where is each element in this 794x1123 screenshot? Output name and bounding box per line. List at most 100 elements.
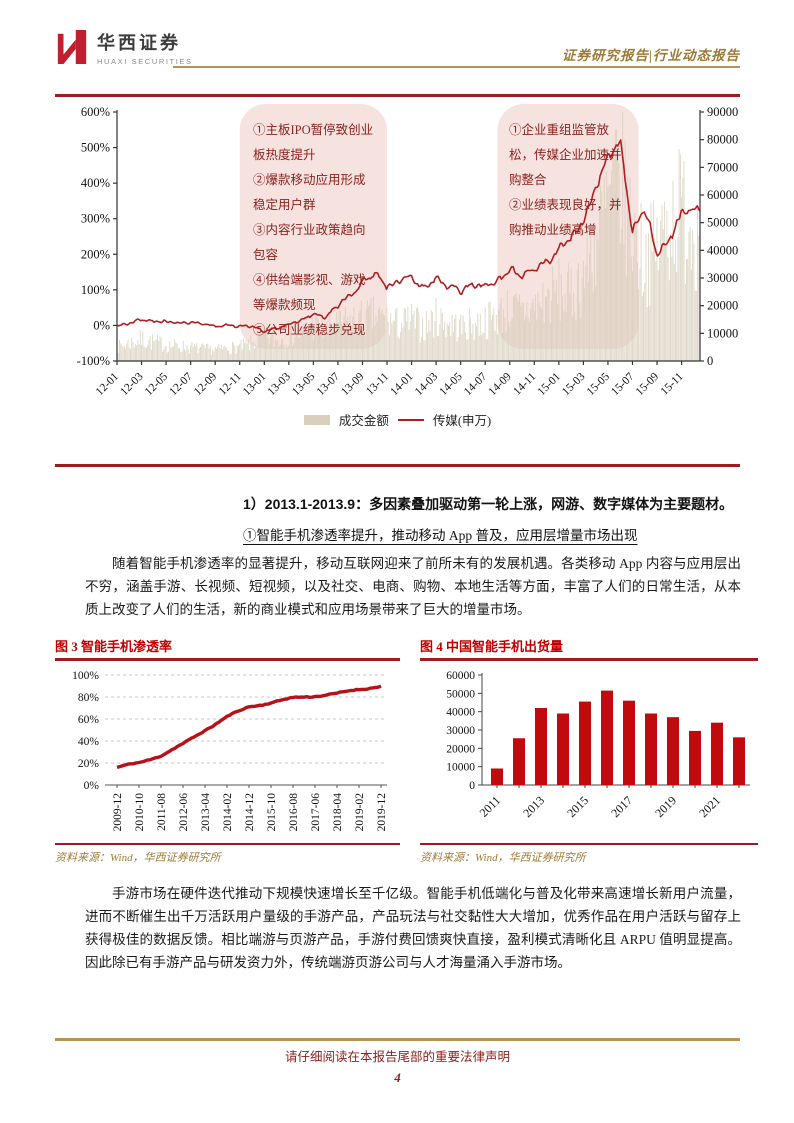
- annotation-item: ③内容行业政策趋向包容: [253, 223, 366, 262]
- huaxi-logo: 华西证券 HUAXI SECURITIES: [55, 28, 193, 66]
- svg-text:12-03: 12-03: [118, 370, 146, 398]
- figure-4-bottom-rule: [420, 842, 758, 845]
- svg-text:100%: 100%: [72, 670, 99, 682]
- annotation-item: ②业绩表现良好，并购推动业绩高增: [509, 198, 622, 237]
- svg-text:15-11: 15-11: [659, 370, 686, 397]
- paragraph-2: 手游市场在硬件迭代推动下规模快速增长至千亿级。智能手机低端化与普及化带来高速增长…: [85, 886, 741, 970]
- svg-text:0%: 0%: [84, 780, 100, 792]
- figure-3-source: 资料来源：Wind，华西证券研究所: [55, 852, 221, 864]
- media-index-chart: 600% 500% 400% 300% 200% 100% 0% -100% 90000 8000…: [77, 104, 738, 398]
- annotation-item: ⑤公司业绩稳步兑现: [253, 323, 366, 337]
- svg-text:0%: 0%: [93, 318, 110, 332]
- svg-text:2012-06: 2012-06: [178, 792, 190, 831]
- svg-text:-100%: -100%: [77, 354, 110, 368]
- svg-text:14-03: 14-03: [413, 370, 441, 398]
- footer-disclaimer: 请仔细阅读在本报告尾部的重要法律声明: [284, 1050, 510, 1064]
- section-subheading: ①智能手机渗透率提升，推动移动 App 普及，应用层增量市场出现: [243, 528, 638, 543]
- svg-text:12-09: 12-09: [192, 370, 220, 398]
- svg-text:500%: 500%: [81, 141, 110, 155]
- svg-text:13-05: 13-05: [290, 370, 318, 398]
- legend-line-label: 传媒(申万): [432, 414, 492, 428]
- svg-text:80%: 80%: [78, 692, 100, 704]
- annotation-item: ④供给端影视、游戏等爆款频现: [253, 273, 366, 312]
- legend-bar-swatch-icon: [303, 414, 330, 425]
- svg-text:2017: 2017: [608, 793, 635, 820]
- annotation-item: ①主板IPO暂停致创业板热度提升: [253, 123, 374, 162]
- figure-4: 图 4 中国智能手机出货量 60000 50000 40000 30000 20000 1…: [420, 636, 758, 865]
- svg-text:15-01: 15-01: [536, 370, 564, 398]
- svg-text:2019-12: 2019-12: [376, 792, 388, 831]
- svg-text:80000: 80000: [707, 133, 738, 147]
- report-type-label: 证券研究报告|行业动态报告: [562, 48, 740, 63]
- brand-name-cn: 华西证券: [97, 32, 181, 53]
- svg-text:20%: 20%: [78, 758, 100, 770]
- svg-text:40%: 40%: [78, 736, 100, 748]
- figure-top-rule: [55, 94, 740, 97]
- footer-divider: [55, 1038, 740, 1041]
- svg-text:0: 0: [469, 780, 475, 792]
- svg-text:2014-02: 2014-02: [222, 792, 234, 831]
- svg-text:2013-04: 2013-04: [200, 792, 212, 831]
- svg-text:20000: 20000: [446, 743, 475, 755]
- svg-text:14-05: 14-05: [437, 370, 465, 398]
- svg-text:12-05: 12-05: [143, 370, 171, 398]
- svg-text:2013: 2013: [520, 793, 547, 820]
- chart-legend: 成交金额 传媒(申万): [55, 410, 740, 429]
- svg-text:12-11: 12-11: [217, 370, 244, 397]
- svg-text:2015-10: 2015-10: [266, 792, 278, 831]
- svg-text:2021: 2021: [696, 793, 723, 820]
- svg-text:50000: 50000: [446, 688, 475, 700]
- svg-text:600%: 600%: [81, 105, 110, 119]
- media-index-figure: 600% 500% 400% 300% 200% 100% 0% -100% 90000 8000…: [55, 92, 740, 470]
- svg-text:10000: 10000: [446, 761, 475, 773]
- svg-text:14-01: 14-01: [388, 370, 416, 398]
- figure-4-title-rule: [420, 658, 758, 661]
- svg-text:2009-12: 2009-12: [112, 792, 124, 831]
- svg-text:15-09: 15-09: [634, 370, 662, 398]
- page-number: 4: [394, 1070, 401, 1085]
- svg-text:15-07: 15-07: [609, 370, 637, 398]
- figure-4-source: 资料来源：Wind，华西证券研究所: [420, 852, 586, 864]
- svg-text:2016-08: 2016-08: [288, 792, 300, 831]
- svg-text:13-09: 13-09: [339, 370, 367, 398]
- svg-text:10000: 10000: [707, 326, 738, 340]
- penetration-chart: 100% 80% 60% 40% 20% 0% 2009-12 2010-10 2011-08 2…: [72, 670, 388, 831]
- svg-text:14-11: 14-11: [511, 370, 538, 397]
- svg-text:40000: 40000: [446, 706, 475, 718]
- svg-text:2019: 2019: [652, 793, 679, 820]
- brand-name-en: HUAXI SECURITIES: [97, 56, 193, 66]
- svg-text:40000: 40000: [707, 243, 738, 257]
- svg-text:14-09: 14-09: [486, 370, 514, 398]
- legend-line-swatch-icon: [397, 418, 424, 421]
- svg-text:12-07: 12-07: [167, 370, 195, 398]
- svg-text:70000: 70000: [707, 160, 738, 174]
- svg-text:12-01: 12-01: [94, 370, 122, 398]
- svg-text:400%: 400%: [81, 176, 110, 190]
- annotation-box-2: ①企业重组监管放松，传媒企业加速并购整合 ②业绩表现良好，并购推动业绩高增: [497, 104, 637, 349]
- figure-3: 图 3 智能手机渗透率 100% 80% 60% 40% 20% 0% 2009-12 201…: [55, 636, 400, 865]
- legend-bar-label: 成交金额: [338, 414, 389, 428]
- svg-text:13-03: 13-03: [265, 370, 293, 398]
- figure-3-bottom-rule: [55, 842, 400, 845]
- svg-text:13-01: 13-01: [241, 370, 269, 398]
- svg-text:0: 0: [707, 354, 713, 368]
- svg-text:2011: 2011: [477, 793, 504, 820]
- annotation-item: ①企业重组监管放松，传媒企业加速并购整合: [509, 123, 622, 187]
- svg-text:15-05: 15-05: [585, 370, 613, 398]
- svg-text:2015: 2015: [564, 793, 591, 820]
- section-heading: 1）2013.1-2013.9：多因素叠加驱动第一轮上涨，网游、数字媒体为主要题…: [243, 496, 734, 512]
- annotation-item: ②爆款移动应用形成稳定用户群: [253, 173, 366, 212]
- svg-text:2017-06: 2017-06: [310, 792, 322, 831]
- figure-3-title-rule: [55, 658, 400, 661]
- figure-3-title: 图 3 智能手机渗透率: [55, 639, 173, 654]
- svg-text:100%: 100%: [81, 283, 110, 297]
- svg-text:60000: 60000: [707, 188, 738, 202]
- svg-text:60%: 60%: [78, 714, 100, 726]
- svg-text:60000: 60000: [446, 670, 475, 682]
- huaxi-logo-icon: [57, 30, 87, 64]
- svg-text:30000: 30000: [707, 271, 738, 285]
- svg-text:200%: 200%: [81, 247, 110, 261]
- paragraph-1: 随着智能手机渗透率的显著提升，移动互联网迎来了前所未有的发展机遇。各类移动 Ap…: [85, 556, 741, 617]
